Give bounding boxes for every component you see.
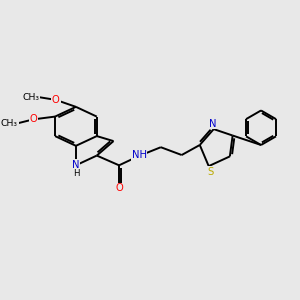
Text: O: O xyxy=(52,95,60,105)
Text: N: N xyxy=(209,118,217,129)
Text: H: H xyxy=(73,169,79,178)
Text: CH₃: CH₃ xyxy=(22,93,39,102)
Text: NH: NH xyxy=(132,150,147,160)
Text: O: O xyxy=(29,114,37,124)
Text: O: O xyxy=(116,183,124,194)
Text: CH₃: CH₃ xyxy=(0,119,17,128)
Text: N: N xyxy=(72,160,80,170)
Text: S: S xyxy=(207,167,213,177)
